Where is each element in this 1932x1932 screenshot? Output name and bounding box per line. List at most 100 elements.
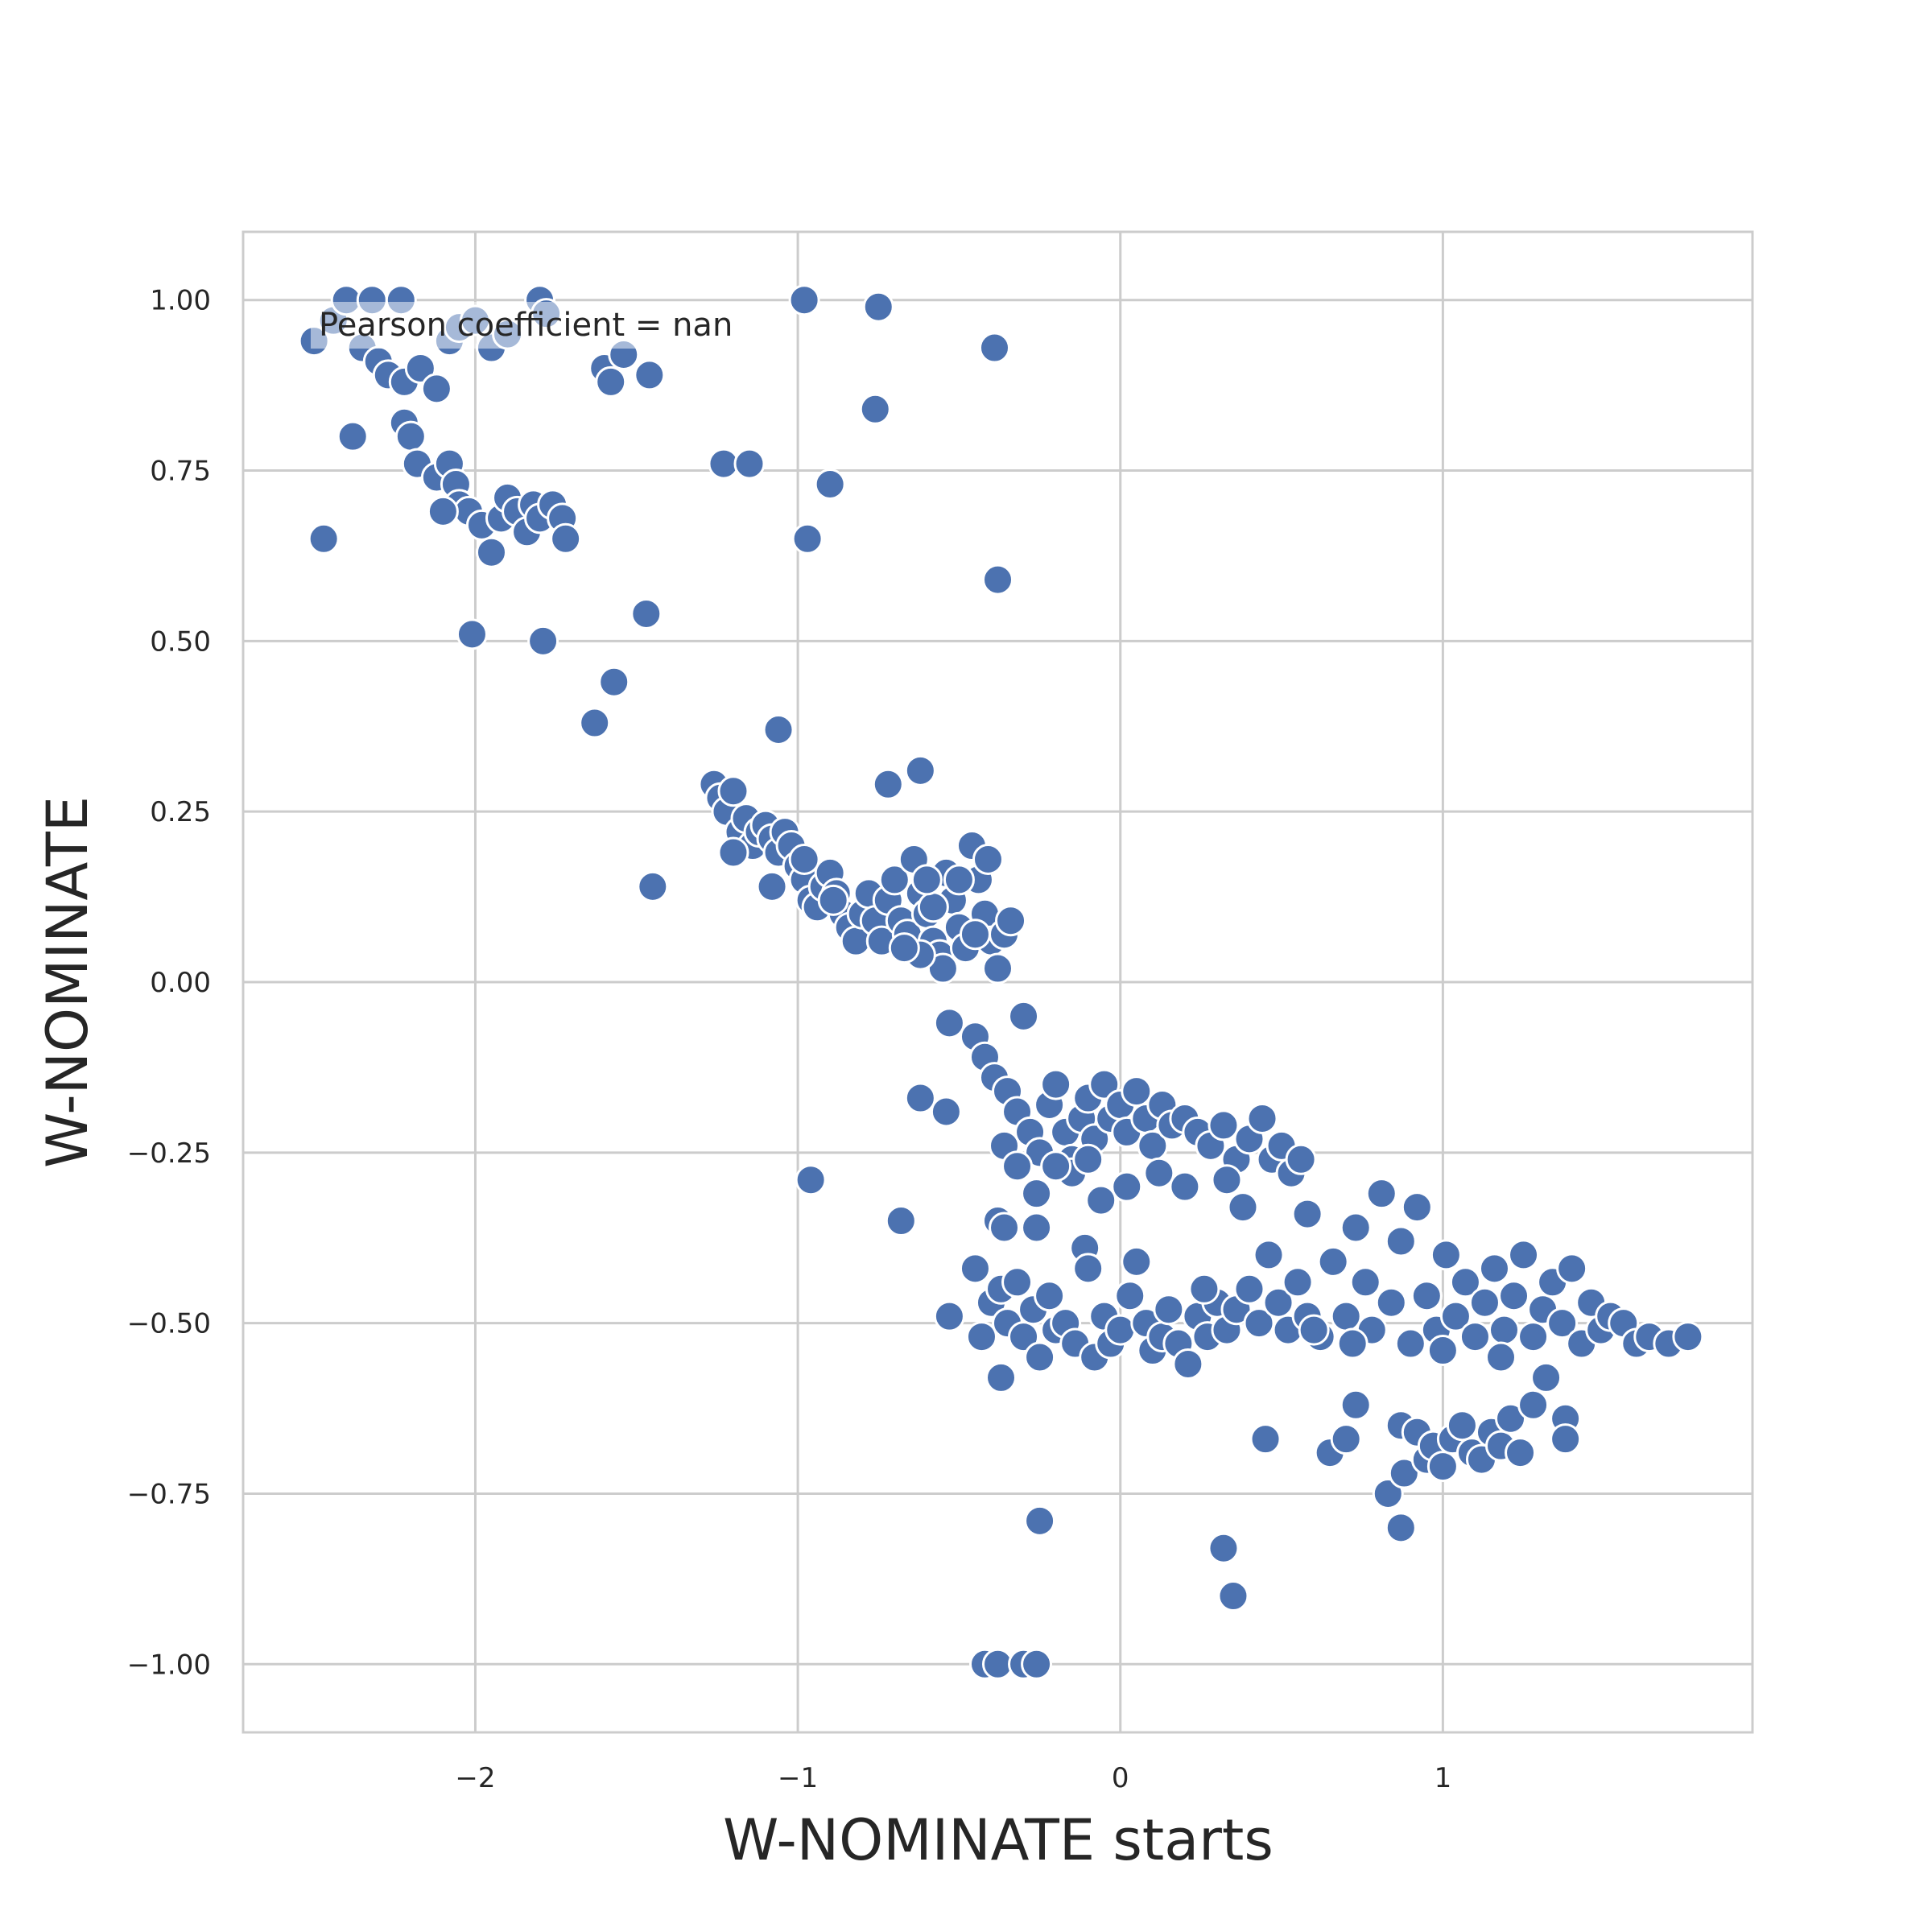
scatter-point bbox=[1246, 1102, 1278, 1134]
scatter-point bbox=[1365, 1178, 1397, 1210]
scatter-point bbox=[1508, 1239, 1540, 1271]
scatter-point bbox=[579, 707, 611, 739]
scatter-point bbox=[985, 1361, 1018, 1393]
scatter-point bbox=[1517, 1389, 1550, 1421]
scatter-point bbox=[885, 1205, 917, 1237]
y-tick-label: 0.00 bbox=[150, 967, 211, 999]
scatter-point bbox=[1291, 1198, 1323, 1230]
scatter-point bbox=[1024, 1341, 1056, 1373]
x-tick-label: 0 bbox=[1112, 1762, 1129, 1794]
scatter-point bbox=[965, 1321, 997, 1353]
scatter-point bbox=[1104, 1314, 1137, 1346]
x-tick-labels: −2 −1 0 1 bbox=[455, 1762, 1451, 1794]
scatter-point bbox=[1349, 1266, 1381, 1298]
scatter-point bbox=[527, 625, 559, 657]
scatter-point bbox=[595, 365, 627, 398]
scatter-point bbox=[1111, 1170, 1143, 1203]
scatter-point bbox=[1426, 1335, 1459, 1367]
scatter-point bbox=[1143, 1157, 1175, 1189]
y-tick-label: −0.75 bbox=[127, 1478, 211, 1510]
scatter-point bbox=[1021, 1178, 1053, 1210]
scatter-point bbox=[1372, 1477, 1404, 1509]
scatter-point bbox=[637, 870, 669, 902]
scatter-point bbox=[859, 393, 891, 425]
scatter-point bbox=[717, 775, 749, 807]
plot-frame bbox=[242, 230, 1754, 1734]
scatter-point bbox=[1556, 1253, 1588, 1285]
scatter-point bbox=[791, 522, 824, 555]
scatter-point bbox=[308, 522, 340, 555]
scatter-point bbox=[1546, 1307, 1579, 1340]
scatter-point bbox=[1211, 1164, 1243, 1196]
y-tick-labels: 1.00 0.75 0.50 0.25 0.00 −0.25 −0.50 −0.75 −1.00 bbox=[127, 285, 211, 1682]
scatter-point bbox=[1072, 1143, 1104, 1175]
scatter-point bbox=[1330, 1423, 1362, 1455]
scatter-point bbox=[814, 468, 846, 500]
scatter-point bbox=[475, 536, 507, 568]
scatter-point bbox=[982, 952, 1013, 985]
x-axis-title: W-NOMINATE starts bbox=[723, 1807, 1274, 1873]
scatter-point bbox=[1040, 1150, 1072, 1183]
scatter-point bbox=[1385, 1225, 1417, 1257]
scatter-point bbox=[1394, 1327, 1426, 1360]
scatter-point bbox=[634, 359, 666, 391]
scatter-point bbox=[1227, 1191, 1259, 1224]
x-tick-label: −1 bbox=[778, 1762, 818, 1794]
scatter-point bbox=[1169, 1170, 1201, 1203]
scatter-point bbox=[1001, 1266, 1034, 1298]
scatter-point bbox=[1034, 1280, 1066, 1312]
scatter-point bbox=[1008, 1000, 1040, 1032]
scatter-point bbox=[394, 420, 427, 452]
scatter-point bbox=[1024, 1505, 1056, 1537]
scatter-point bbox=[1468, 1286, 1501, 1319]
scatter-point bbox=[1253, 1239, 1285, 1271]
scatter-point bbox=[995, 905, 1027, 937]
scatter-point bbox=[927, 952, 959, 985]
scatter-point bbox=[872, 768, 904, 800]
scatter-point bbox=[904, 1082, 936, 1114]
scatter-point bbox=[1285, 1143, 1317, 1175]
scatter-point bbox=[1385, 1512, 1417, 1544]
scatter-point bbox=[982, 564, 1013, 596]
scatter-point bbox=[1217, 1580, 1249, 1612]
scatter-point bbox=[972, 843, 1004, 875]
scatter-point bbox=[1495, 1402, 1527, 1435]
scatter-point bbox=[1488, 1314, 1521, 1346]
scatter-point bbox=[989, 1212, 1021, 1244]
y-tick-label: −0.50 bbox=[127, 1308, 211, 1340]
scatter-point bbox=[917, 891, 949, 923]
scatter-point bbox=[1550, 1423, 1582, 1455]
scatter-point bbox=[1446, 1410, 1478, 1442]
scatter-point bbox=[336, 420, 369, 452]
scatter-point bbox=[733, 448, 766, 480]
scatter-point bbox=[1085, 1184, 1117, 1216]
scatter-point bbox=[959, 919, 991, 951]
scatter-point bbox=[598, 666, 630, 698]
x-tick-label: 1 bbox=[1435, 1762, 1452, 1794]
scatter-point bbox=[1401, 1191, 1433, 1224]
scatter-point bbox=[1439, 1300, 1472, 1332]
scatter-point bbox=[1040, 1068, 1072, 1100]
scatter-point bbox=[1485, 1341, 1517, 1373]
scatter-point bbox=[1243, 1307, 1275, 1340]
scatter-point bbox=[404, 352, 436, 384]
scatter-point bbox=[1233, 1273, 1265, 1305]
scatter-point bbox=[1459, 1321, 1491, 1353]
scatter-point bbox=[910, 864, 943, 896]
scatter-point bbox=[904, 754, 936, 786]
scatter-point bbox=[795, 1164, 827, 1196]
scatter-point bbox=[788, 284, 820, 316]
scatter-point bbox=[878, 864, 910, 896]
scatter-point bbox=[1249, 1423, 1282, 1455]
scatter-point bbox=[1449, 1266, 1481, 1298]
scatter-point bbox=[1317, 1245, 1349, 1278]
scatter-point bbox=[1208, 1109, 1240, 1141]
x-tick-label: −2 bbox=[455, 1762, 495, 1794]
scatter-point bbox=[1001, 1150, 1034, 1183]
y-tick-label: 1.00 bbox=[150, 285, 211, 317]
scatter-point bbox=[420, 373, 452, 405]
y-tick-label: −1.00 bbox=[127, 1649, 211, 1681]
scatter-point bbox=[1498, 1280, 1530, 1312]
scatter-point bbox=[1410, 1280, 1443, 1312]
